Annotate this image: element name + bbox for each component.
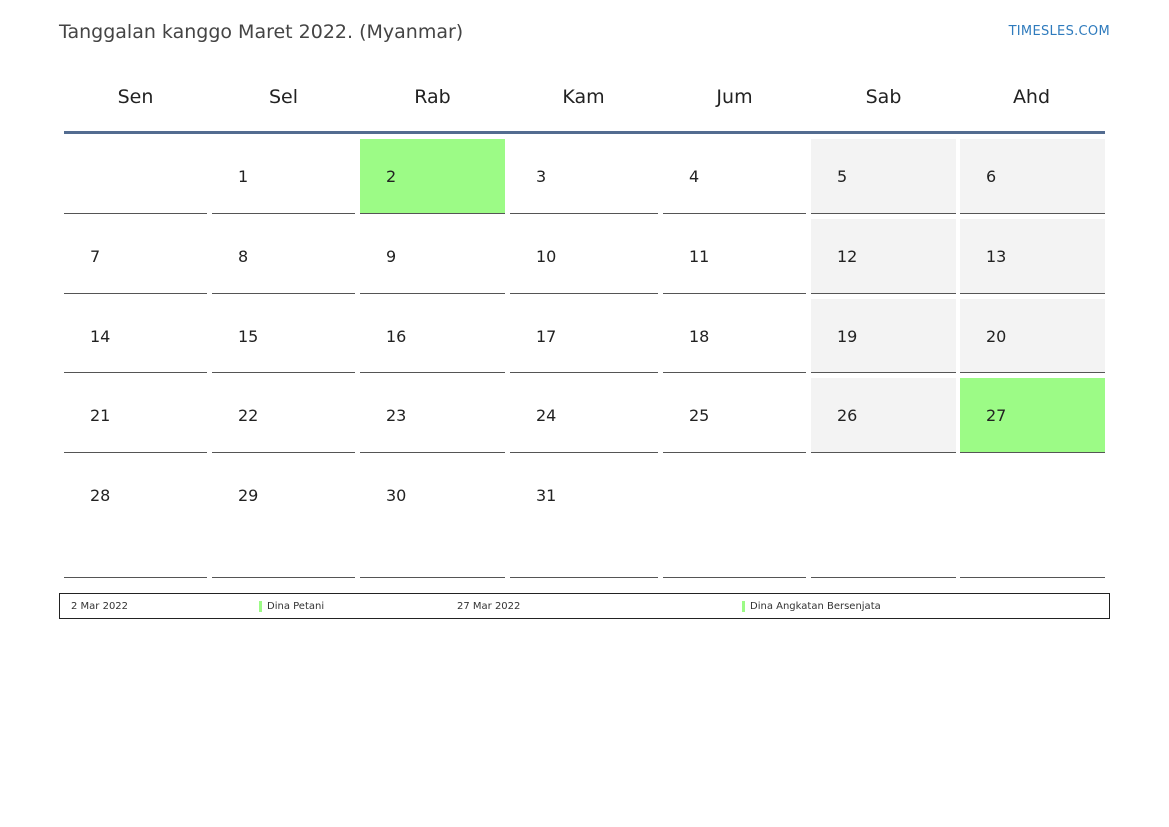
- day-cell[interactable]: 5: [811, 139, 956, 214]
- day-cell[interactable]: 30: [360, 458, 505, 578]
- day-number: 19: [837, 327, 858, 346]
- weekday-sat: Sab: [865, 86, 902, 108]
- day-cell[interactable]: 20: [960, 299, 1105, 373]
- day-cell[interactable]: 14: [64, 299, 207, 373]
- day-number: 18: [689, 327, 710, 346]
- day-cell[interactable]: 4: [663, 139, 806, 214]
- weekday-mon: Sen: [117, 86, 154, 108]
- day-number: 20: [986, 327, 1007, 346]
- day-cell[interactable]: 17: [510, 299, 658, 373]
- day-number: 6: [986, 167, 997, 186]
- day-cell[interactable]: 2: [360, 139, 505, 214]
- day-number: 29: [238, 486, 259, 505]
- day-cell[interactable]: 15: [212, 299, 355, 373]
- day-number: 23: [386, 406, 407, 425]
- day-number: 1: [238, 167, 249, 186]
- day-number: 21: [90, 406, 111, 425]
- site-link[interactable]: TIMESLES.COM: [1008, 24, 1110, 39]
- day-cell[interactable]: 18: [663, 299, 806, 373]
- day-number: 14: [90, 327, 111, 346]
- day-number: 4: [689, 167, 700, 186]
- day-cell[interactable]: 31: [510, 458, 658, 578]
- day-cell[interactable]: 10: [510, 219, 658, 294]
- day-number: 24: [536, 406, 557, 425]
- day-number: 15: [238, 327, 259, 346]
- day-cell[interactable]: 3: [510, 139, 658, 214]
- weekday-fri: Jum: [716, 86, 753, 108]
- weekday-thu: Kam: [562, 86, 605, 108]
- day-cell[interactable]: 26: [811, 378, 956, 453]
- day-number: 28: [90, 486, 111, 505]
- day-cell[interactable]: 1: [212, 139, 355, 214]
- day-number: 16: [386, 327, 407, 346]
- day-cell[interactable]: 25: [663, 378, 806, 453]
- day-number: 17: [536, 327, 557, 346]
- day-number: 10: [536, 247, 557, 266]
- day-number: 8: [238, 247, 249, 266]
- day-number: 26: [837, 406, 858, 425]
- day-cell[interactable]: 29: [212, 458, 355, 578]
- legend-date-2: 27 Mar 2022: [457, 601, 521, 612]
- legend-date-1: 2 Mar 2022: [71, 601, 129, 612]
- day-cell[interactable]: 12: [811, 219, 956, 294]
- day-cell[interactable]: 6: [960, 139, 1105, 214]
- day-cell[interactable]: 23: [360, 378, 505, 453]
- day-number: 2: [386, 167, 397, 186]
- day-cell[interactable]: 8: [212, 219, 355, 294]
- day-number: 22: [238, 406, 259, 425]
- day-number: 3: [536, 167, 547, 186]
- day-cell[interactable]: 21: [64, 378, 207, 453]
- day-number: 31: [536, 486, 557, 505]
- weekday-header-row: Sen Sel Rab Kam Jum Sab Ahd: [61, 86, 1108, 112]
- day-number: 12: [837, 247, 858, 266]
- day-number: 7: [90, 247, 101, 266]
- day-cell[interactable]: 7: [64, 219, 207, 294]
- page-title: Tanggalan kanggo Maret 2022. (Myanmar): [59, 21, 464, 43]
- empty-day-cell: [663, 458, 806, 578]
- day-cell[interactable]: 28: [64, 458, 207, 578]
- empty-day-cell: [960, 458, 1105, 578]
- weekday-sun: Ahd: [1012, 86, 1051, 108]
- legend-name-1: Dina Petani: [259, 601, 324, 612]
- day-number: 9: [386, 247, 397, 266]
- day-cell[interactable]: 9: [360, 219, 505, 294]
- day-number: 30: [386, 486, 407, 505]
- weekday-wed: Rab: [414, 86, 451, 108]
- day-cell[interactable]: 22: [212, 378, 355, 453]
- empty-day-cell: [64, 139, 207, 214]
- day-number: 25: [689, 406, 710, 425]
- day-cell[interactable]: 27: [960, 378, 1105, 453]
- day-number: 13: [986, 247, 1007, 266]
- day-cell[interactable]: 11: [663, 219, 806, 294]
- day-cell[interactable]: 24: [510, 378, 658, 453]
- holiday-legend: 2 Mar 2022 Dina Petani 27 Mar 2022 Dina …: [59, 593, 1110, 619]
- day-number: 11: [689, 247, 710, 266]
- header-divider: [64, 131, 1105, 134]
- day-cell[interactable]: 16: [360, 299, 505, 373]
- day-number: 27: [986, 406, 1007, 425]
- empty-day-cell: [811, 458, 956, 578]
- day-cell[interactable]: 13: [960, 219, 1105, 294]
- legend-name-2: Dina Angkatan Bersenjata: [742, 601, 881, 612]
- weekday-tue: Sel: [268, 86, 299, 108]
- day-number: 5: [837, 167, 848, 186]
- day-cell[interactable]: 19: [811, 299, 956, 373]
